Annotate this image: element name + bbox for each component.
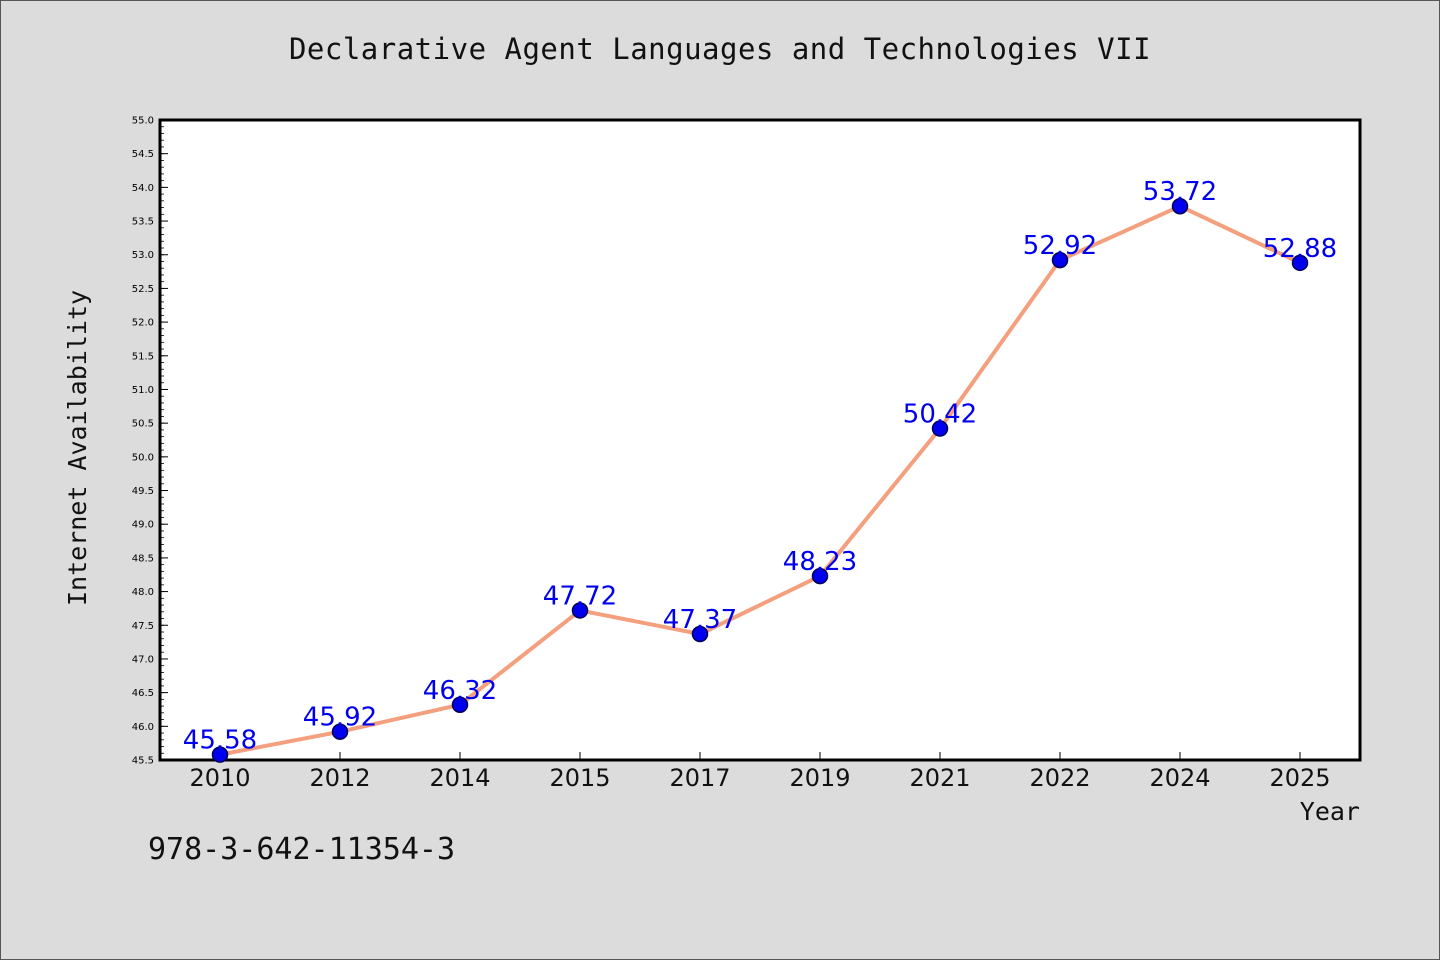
x-tick-label: 2024 <box>1149 764 1210 792</box>
data-point <box>1291 254 1309 272</box>
y-tick-label: 55.0 <box>132 116 154 127</box>
x-axis-label: Year <box>1300 797 1360 826</box>
y-tick-label: 47.0 <box>132 654 154 665</box>
y-tick-label: 51.0 <box>132 385 154 396</box>
data-point <box>931 420 949 437</box>
y-tick-label: 49.5 <box>132 486 154 497</box>
y-axis: 45.5 46.0 46.5 47.0 47.5 48.0 48.5 49.0 49.5 50.0… <box>132 116 168 767</box>
y-tick-label: 54.5 <box>132 149 154 160</box>
x-tick-label: 2025 <box>1269 764 1330 792</box>
data-point <box>571 602 589 619</box>
y-tick-label: 47.5 <box>132 621 154 632</box>
x-tick-label: 2015 <box>549 764 610 792</box>
x-tick-label: 2019 <box>789 764 850 792</box>
data-point <box>211 746 229 763</box>
data-point <box>811 567 829 585</box>
data-point <box>451 696 469 714</box>
x-tick-label: 2021 <box>909 764 970 792</box>
data-label: 48.23 <box>783 547 857 577</box>
x-tick-label: 2014 <box>429 764 490 792</box>
y-tick-label: 52.0 <box>132 318 154 329</box>
data-point <box>691 625 709 643</box>
y-tick-label: 53.5 <box>132 217 154 228</box>
data-label: 47.72 <box>543 581 617 611</box>
data-labels: 45.58 45.92 46.32 47.72 47.37 48.23 50.42 52.92… <box>183 177 1337 755</box>
series-line <box>219 204 1301 757</box>
y-axis-label: Internet Availability <box>63 290 92 606</box>
data-point <box>1051 251 1069 269</box>
data-label: 46.32 <box>423 676 497 706</box>
x-tick-label: 2022 <box>1029 764 1090 792</box>
data-label: 45.92 <box>303 703 377 733</box>
data-label: 53.72 <box>1143 177 1217 207</box>
y-tick-label: 45.5 <box>132 756 154 767</box>
y-tick-label: 50.0 <box>132 452 154 463</box>
data-label: 52.92 <box>1023 231 1097 261</box>
y-tick-label: 50.5 <box>132 419 154 430</box>
data-point <box>331 723 349 740</box>
y-tick-label: 48.0 <box>132 587 154 598</box>
data-label: 45.58 <box>183 726 257 756</box>
y-tick-label: 48.5 <box>132 553 154 564</box>
y-tick-label: 52.5 <box>132 284 154 295</box>
x-tick-label: 2010 <box>189 764 250 792</box>
x-tick-label: 2017 <box>669 764 730 792</box>
data-label: 47.37 <box>663 605 737 635</box>
y-tick-label: 46.0 <box>132 722 154 733</box>
data-label: 50.42 <box>903 400 977 430</box>
y-tick-label: 51.5 <box>132 351 154 362</box>
plot-area <box>158 118 1362 762</box>
data-point <box>1171 197 1189 215</box>
y-tick-label: 54.0 <box>132 183 154 194</box>
y-tick-label: 53.0 <box>132 250 154 261</box>
x-tick-label: 2012 <box>309 764 370 792</box>
isbn-text: 978-3-642-11354-3 <box>148 832 456 867</box>
series-markers <box>211 197 1309 763</box>
chart-title: Declarative Agent Languages and Technolo… <box>288 32 1152 66</box>
y-tick-label: 49.0 <box>132 520 154 531</box>
data-label: 52.88 <box>1263 234 1337 264</box>
y-tick-label: 46.5 <box>132 688 154 699</box>
x-axis: 2010 2012 2014 2015 2017 2019 2021 2022 2024 2025 <box>189 752 1331 792</box>
